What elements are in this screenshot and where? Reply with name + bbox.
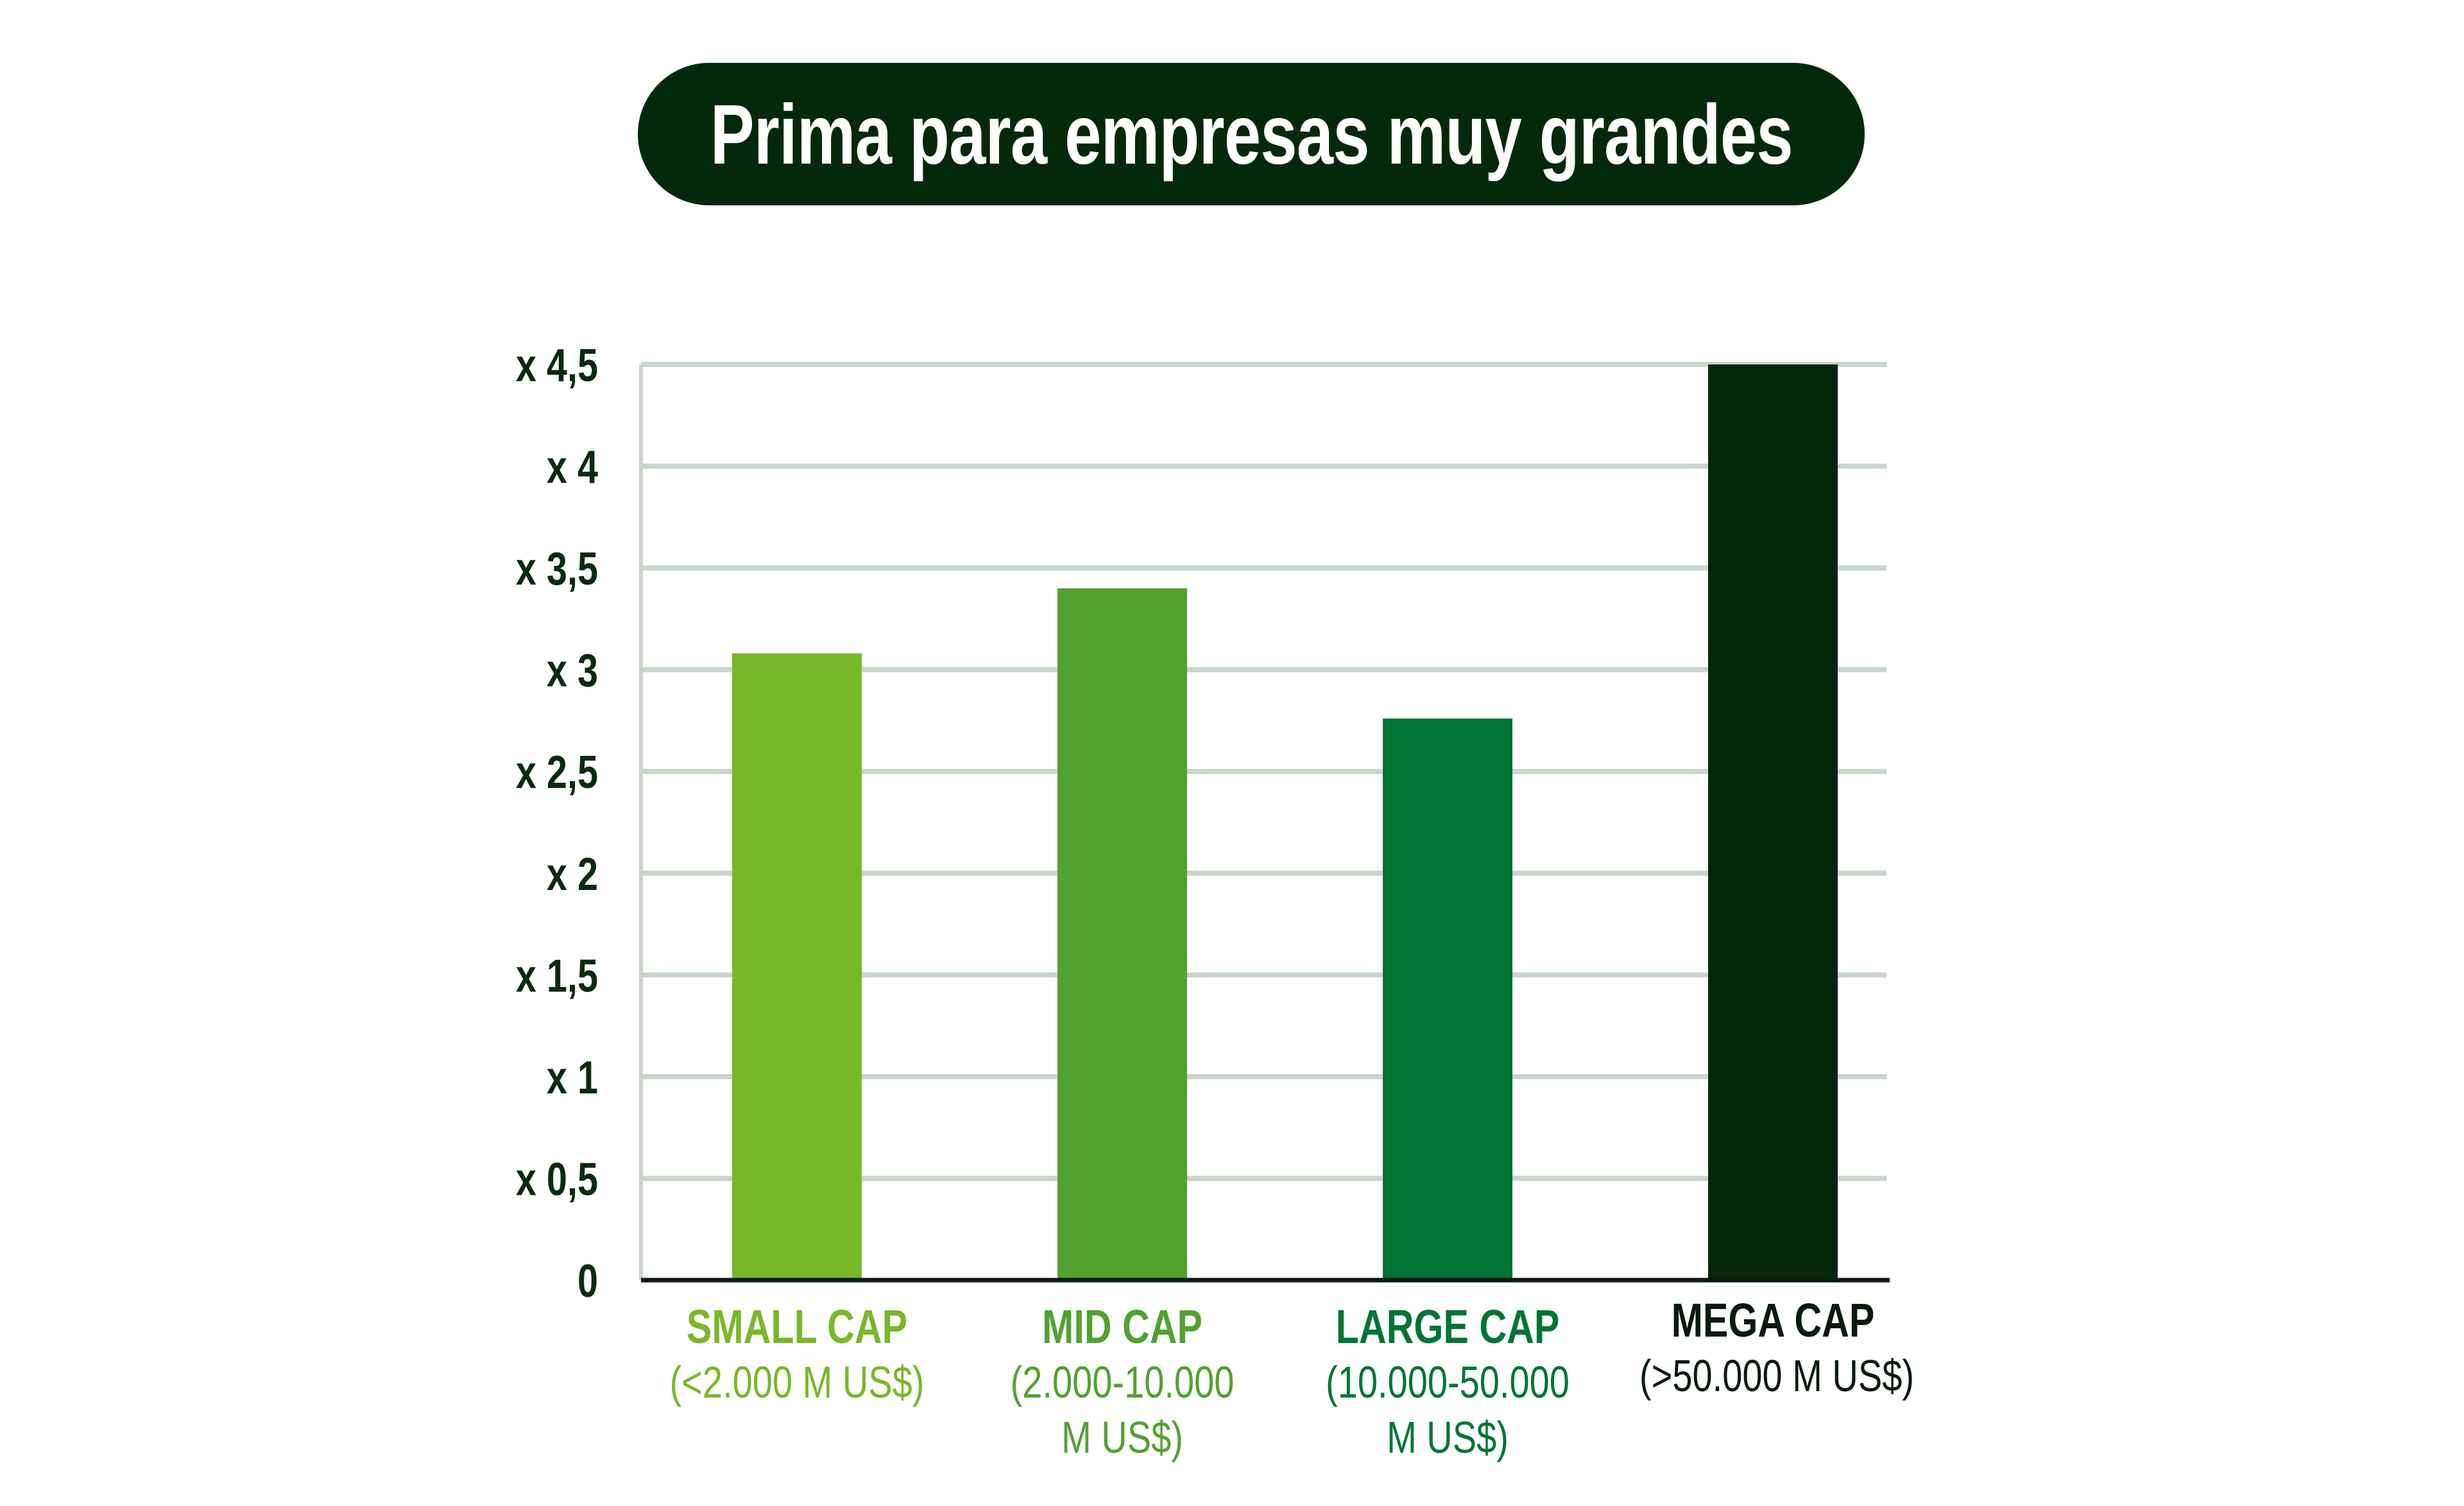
category-label: SMALL CAP (<2.000 M US$): [630, 1299, 964, 1410]
y-tick-label: x 1,5: [516, 950, 598, 1002]
bar-mid-cap: [1057, 588, 1187, 1280]
category-label: MEGA CAP (>50.000 M US$): [1606, 1293, 1940, 1403]
category-range: (<2.000 M US$): [669, 1357, 925, 1407]
bar-mega-cap: [1708, 364, 1838, 1280]
y-tick-label: x 0,5: [516, 1153, 598, 1205]
category-range: M US$): [1061, 1412, 1183, 1462]
y-tick-label: x 4,5: [516, 339, 598, 391]
category-name: MID CAP: [1042, 1300, 1202, 1353]
category-range: M US$): [1387, 1412, 1509, 1462]
y-tick-label: x 3,5: [516, 543, 598, 595]
chart-title-pill: Prima para empresas muy grandes: [638, 63, 1865, 205]
category-range: (>50.000 M US$): [1639, 1351, 1914, 1401]
bar-large-cap: [1383, 718, 1512, 1280]
category-name: SMALL CAP: [686, 1300, 908, 1353]
category-name: LARGE CAP: [1335, 1300, 1560, 1353]
y-tick-label: 0: [578, 1255, 598, 1307]
y-tick-label: x 2,5: [516, 746, 598, 798]
category-label: LARGE CAP (10.000-50.000 M US$): [1281, 1299, 1614, 1465]
chart-title: Prima para empresas muy grandes: [710, 87, 1793, 182]
category-label: MID CAP (2.000-10.000 M US$): [955, 1299, 1289, 1465]
category-name: MEGA CAP: [1671, 1294, 1875, 1347]
y-tick-label: x 3: [547, 645, 598, 697]
category-range: (2.000-10.000: [1010, 1357, 1235, 1407]
bar-small-cap: [732, 653, 862, 1280]
y-tick-label: x 4: [547, 441, 598, 493]
y-tick-label: x 2: [547, 848, 598, 900]
y-tick-label: x 1: [547, 1052, 598, 1104]
category-range: (10.000-50.000: [1326, 1357, 1570, 1407]
